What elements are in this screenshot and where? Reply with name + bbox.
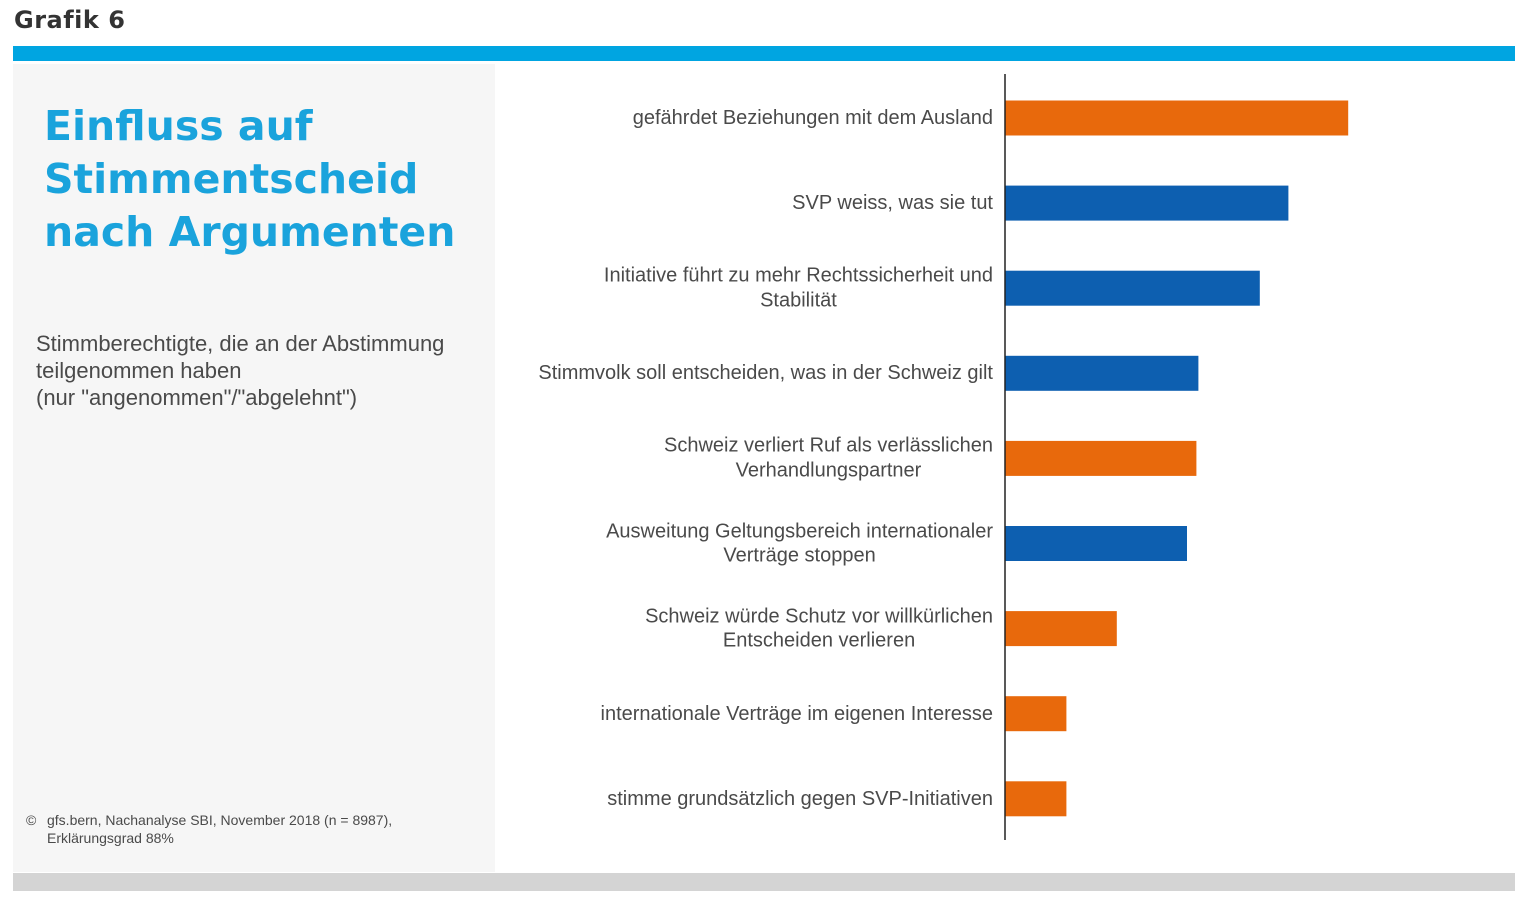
category-label: Initiative führt zu mehr Rechtssicherhei… <box>604 264 993 313</box>
top-accent-rule <box>13 46 1515 61</box>
category-label: stimme grundsätzlich gegen SVP-Initiativ… <box>513 787 993 812</box>
chart-title-line: Stimmentscheid <box>44 155 419 203</box>
category-label: Schweiz verliert Ruf als verlässlichen Ve… <box>664 434 993 483</box>
bar <box>1005 696 1067 732</box>
bar <box>1005 781 1067 817</box>
category-label-line: gefährdet Beziehungen mit dem Ausland <box>632 106 993 129</box>
bottom-rule <box>13 873 1515 891</box>
chart-title-line: nach Argumenten <box>44 208 456 256</box>
bar <box>1005 611 1117 647</box>
category-label-line: internationale Verträge im eigenen Inter… <box>600 702 993 725</box>
bar <box>1005 355 1199 391</box>
population-description: Stimmberechtigte, die an der Abstimmung … <box>36 330 486 411</box>
category-label-line: Stabilität <box>760 289 837 312</box>
category-label-line: Schweiz verliert Ruf als verlässlichen <box>663 434 993 457</box>
category-label: Schweiz würde Schutz vor willkürlichen En… <box>645 604 993 653</box>
chart-title: Einfluss auf Stimmentscheid nach Argumen… <box>44 100 484 259</box>
category-label: gefährdet Beziehungen mit dem Ausland <box>513 106 993 131</box>
copyright-icon: © <box>26 812 37 828</box>
bar <box>1005 270 1260 306</box>
category-label-line: stimme grundsätzlich gegen SVP-Initiativ… <box>607 787 993 810</box>
bar <box>1005 526 1187 561</box>
category-label: internationale Verträge im eigenen Inter… <box>513 701 993 726</box>
category-label: Stimmvolk soll entscheiden, was in der S… <box>513 361 993 386</box>
chart-title-line: Einfluss auf <box>44 102 313 150</box>
bar <box>1005 440 1197 476</box>
category-label-line: Verträge stoppen <box>723 544 876 567</box>
category-label-line: Schweiz würde Schutz vor willkürlichen <box>645 605 993 628</box>
population-line: Stimmberechtigte, die an der Abstimmung <box>36 331 445 356</box>
category-label-line: Ausweitung Geltungsbereich international… <box>606 520 993 542</box>
population-line: teilgenommen haben <box>36 358 242 383</box>
source-text: gfs.bern, Nachanalyse SBI, November 2018… <box>47 811 392 847</box>
figure-number: Grafik 6 <box>14 6 126 34</box>
category-label: SVP weiss, was sie tut <box>513 191 993 216</box>
source-line: Erklärungsgrad 88% <box>47 830 174 846</box>
category-label-line: Stimmvolk soll entscheiden, was in der S… <box>538 362 993 385</box>
category-label: Ausweitung Geltungsbereich international… <box>606 519 993 568</box>
category-label-line: Initiative führt zu mehr Rechtssicherhei… <box>603 264 993 287</box>
bar <box>1005 100 1349 136</box>
side-panel <box>13 64 495 872</box>
source-line: gfs.bern, Nachanalyse SBI, November 2018… <box>47 812 393 828</box>
category-label-line: Entscheiden verlieren <box>722 629 916 652</box>
bar <box>1005 185 1289 221</box>
population-line: (nur "angenommen"/"abgelehnt") <box>36 385 358 410</box>
category-label-line: SVP weiss, was sie tut <box>792 191 993 214</box>
category-label-line: Verhandlungspartner <box>735 459 922 482</box>
